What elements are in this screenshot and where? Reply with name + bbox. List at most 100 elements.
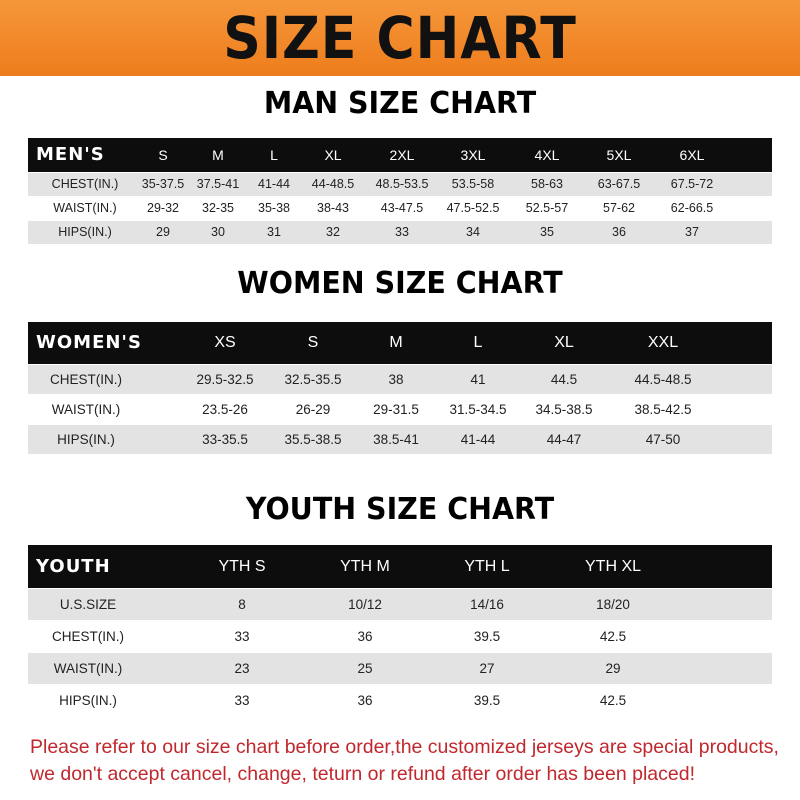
table-row: WAIST(IN.) 23 25 27 29 <box>28 653 772 684</box>
row-label: U.S.SIZE <box>59 597 117 612</box>
table-cell: 47-50 <box>645 432 681 447</box>
table-cell: 33 <box>395 225 409 239</box>
table-row: HIPS(IN.) 33 36 39.5 42.5 <box>28 685 772 716</box>
table-cell: 47.5-52.5 <box>446 201 500 215</box>
table-cell: 8 <box>238 597 246 612</box>
size-header-cell: XS <box>214 334 236 351</box>
table-cell: 38.5-41 <box>373 432 419 447</box>
table-cell: 35-37.5 <box>141 177 185 191</box>
table-cell: 44-47 <box>546 432 582 447</box>
table-cell: 35 <box>540 225 554 239</box>
row-label: HIPS(IN.) <box>57 432 115 447</box>
table-cell: 37.5-41 <box>196 177 240 191</box>
size-header-cell: XL <box>324 147 342 163</box>
table-cell: 44.5-48.5 <box>634 372 692 387</box>
youth-section-title: YOUTH SIZE CHART <box>245 492 555 527</box>
table-row: HIPS(IN.) 29 30 31 32 33 34 35 36 37 <box>28 221 772 244</box>
table-cell: 14/16 <box>470 597 504 612</box>
table-cell: 36 <box>357 629 373 644</box>
table-cell: 38.5-42.5 <box>634 402 692 417</box>
table-row: WAIST(IN.) 23.5-26 26-29 29-31.5 31.5-34.5 34… <box>28 395 772 424</box>
row-label: HIPS(IN.) <box>58 225 112 239</box>
table-cell: 23 <box>234 661 250 676</box>
table-cell: 37 <box>685 225 699 239</box>
table-cell: 43-47.5 <box>380 201 424 215</box>
size-header-cell: 6XL <box>679 147 705 163</box>
table-cell: 39.5 <box>473 693 501 708</box>
table-cell: 38-43 <box>317 201 349 215</box>
size-header-cell: YTH S <box>218 558 266 575</box>
table-header-label: WOMEN'S <box>36 332 142 353</box>
table-cell: 53.5-58 <box>451 177 495 191</box>
table-row: CHEST(IN.) 35-37.5 37.5-41 41-44 44-48.5 48.5… <box>28 173 772 196</box>
table-cell: 32 <box>326 225 340 239</box>
table-cell: 41 <box>470 372 486 387</box>
table-cell: 33 <box>234 629 250 644</box>
table-header-label: YOUTH <box>36 556 111 577</box>
row-label: WAIST(IN.) <box>51 402 121 417</box>
table-cell: 10/12 <box>348 597 382 612</box>
table-cell: 32.5-35.5 <box>284 372 342 387</box>
table-cell: 27 <box>479 661 495 676</box>
table-cell: 33-35.5 <box>202 432 248 447</box>
row-label: CHEST(IN.) <box>50 372 122 387</box>
row-label: CHEST(IN.) <box>52 629 124 644</box>
size-header-cell: YTH L <box>464 558 510 575</box>
page-title: SIZE CHART <box>223 4 577 72</box>
table-cell: 63-67.5 <box>597 177 641 191</box>
table-cell: 29-32 <box>147 201 179 215</box>
table-row: WAIST(IN.) 29-32 32-35 35-38 38-43 43-47.5 47.… <box>28 197 772 220</box>
size-header-cell: 2XL <box>389 147 415 163</box>
size-header-cell: S <box>307 334 319 351</box>
table-cell: 57-62 <box>603 201 635 215</box>
table-cell: 42.5 <box>599 629 627 644</box>
size-header-cell: YTH M <box>340 558 390 575</box>
table-cell: 35.5-38.5 <box>284 432 342 447</box>
row-label: HIPS(IN.) <box>59 693 117 708</box>
table-cell: 44-48.5 <box>311 177 355 191</box>
table-cell: 44.5 <box>550 372 578 387</box>
row-label: WAIST(IN.) <box>53 661 123 676</box>
table-cell: 30 <box>211 225 225 239</box>
table-cell: 36 <box>357 693 373 708</box>
table-cell: 48.5-53.5 <box>375 177 429 191</box>
men-header-row: MEN'S S M L XL 2XL 3XL 4XL 5XL 6XL <box>28 138 772 172</box>
table-cell: 29.5-32.5 <box>196 372 254 387</box>
table-cell: 38 <box>388 372 404 387</box>
table-cell: 33 <box>234 693 250 708</box>
title-banner: SIZE CHART <box>0 0 800 76</box>
table-cell: 34.5-38.5 <box>535 402 593 417</box>
table-cell: 25 <box>357 661 373 676</box>
size-header-cell: YTH XL <box>584 558 642 575</box>
table-cell: 42.5 <box>599 693 627 708</box>
order-note: Please refer to our size chart before or… <box>30 736 779 785</box>
row-label: CHEST(IN.) <box>51 177 119 191</box>
table-cell: 41-44 <box>258 177 290 191</box>
size-header-cell: L <box>270 147 278 163</box>
table-cell: 31.5-34.5 <box>449 402 507 417</box>
table-cell: 39.5 <box>473 629 501 644</box>
table-row: CHEST(IN.) 29.5-32.5 32.5-35.5 38 41 44.5 44.5… <box>28 365 772 394</box>
table-cell: 41-44 <box>460 432 496 447</box>
youth-header-row: YOUTH YTH S YTH M YTH L YTH XL <box>28 545 772 588</box>
table-cell: 29 <box>156 225 170 239</box>
table-row: U.S.SIZE 8 10/12 14/16 18/20 <box>28 589 772 620</box>
table-cell: 34 <box>466 225 480 239</box>
table-cell: 36 <box>612 225 626 239</box>
size-header-cell: M <box>389 334 403 351</box>
table-cell: 67.5-72 <box>670 177 714 191</box>
women-header-row: WOMEN'S XS S M L XL XXL <box>28 322 772 364</box>
size-header-cell: XXL <box>647 334 679 351</box>
table-header-label: MEN'S <box>36 144 105 165</box>
table-cell: 58-63 <box>531 177 563 191</box>
table-row: HIPS(IN.) 33-35.5 35.5-38.5 38.5-41 41-44 44-… <box>28 425 772 454</box>
table-cell: 35-38 <box>258 201 290 215</box>
table-cell: 23.5-26 <box>202 402 248 417</box>
row-label: WAIST(IN.) <box>53 201 117 215</box>
table-cell: 31 <box>267 225 281 239</box>
table-cell: 32-35 <box>202 201 234 215</box>
table-row: CHEST(IN.) 33 36 39.5 42.5 <box>28 621 772 652</box>
table-cell: 62-66.5 <box>670 201 714 215</box>
size-header-cell: 5XL <box>606 147 632 163</box>
size-header-cell: L <box>473 334 483 351</box>
